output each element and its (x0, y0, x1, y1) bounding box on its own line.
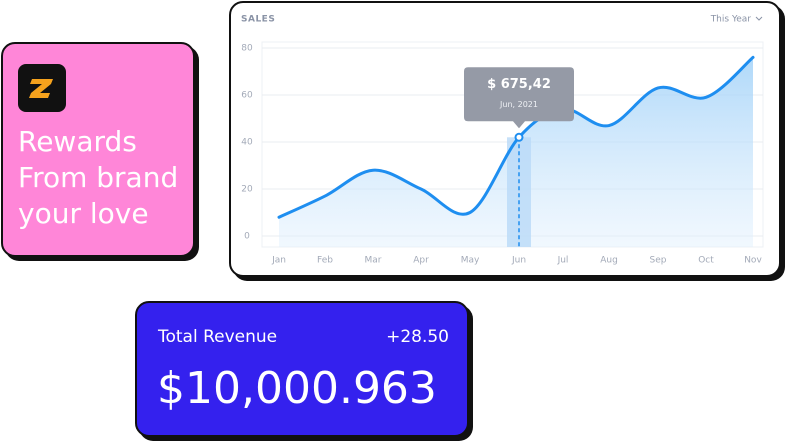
y-tick-label: 20 (241, 185, 253, 195)
x-tick-label: Oct (698, 256, 714, 266)
x-tick-label: Nov (744, 256, 762, 266)
promo-text: Rewards From brand your love (18, 124, 178, 232)
promo-line: From brand (18, 161, 179, 194)
x-tick-label: Jan (271, 256, 286, 266)
y-tick-label: 60 (241, 91, 253, 101)
x-tick-label: Feb (317, 256, 333, 266)
promo-line: Rewards (18, 125, 137, 158)
promo-card: Rewards From brand your love (1, 42, 195, 257)
x-tick-label: May (461, 256, 480, 266)
brand-logo (18, 64, 66, 112)
revenue-amount: $10,000.963 (157, 363, 437, 414)
chart: SALES This Year 0 20 40 60 80 Jan Feb Mar Apr May… (241, 15, 764, 266)
tooltip-box (464, 67, 574, 129)
x-tick-label: Mar (365, 256, 382, 266)
revenue-change: +28.50 (386, 327, 449, 347)
y-tick-label: 80 (241, 44, 253, 54)
chart-title: SALES (241, 15, 275, 25)
x-tick-label: Apr (413, 256, 429, 266)
y-tick-label: 0 (244, 232, 250, 242)
x-tick-label: Sep (650, 256, 667, 266)
revenue-card: Total Revenue +28.50 $10,000.963 (135, 301, 469, 437)
x-tick-label: Aug (600, 256, 618, 266)
promo-line: your love (18, 197, 149, 230)
dropdown-chevron[interactable] (755, 16, 763, 21)
revenue-label: Total Revenue (158, 327, 278, 347)
highlight-point (514, 132, 524, 142)
x-tick-label: Jun (511, 256, 526, 266)
x-tick-label: Jul (557, 256, 569, 266)
y-tick-label: 40 (241, 138, 253, 148)
tooltip-date: Jun, 2021 (499, 100, 538, 109)
tooltip-amount: $ 675,42 (487, 77, 551, 92)
period-selector[interactable]: This Year (710, 15, 752, 25)
